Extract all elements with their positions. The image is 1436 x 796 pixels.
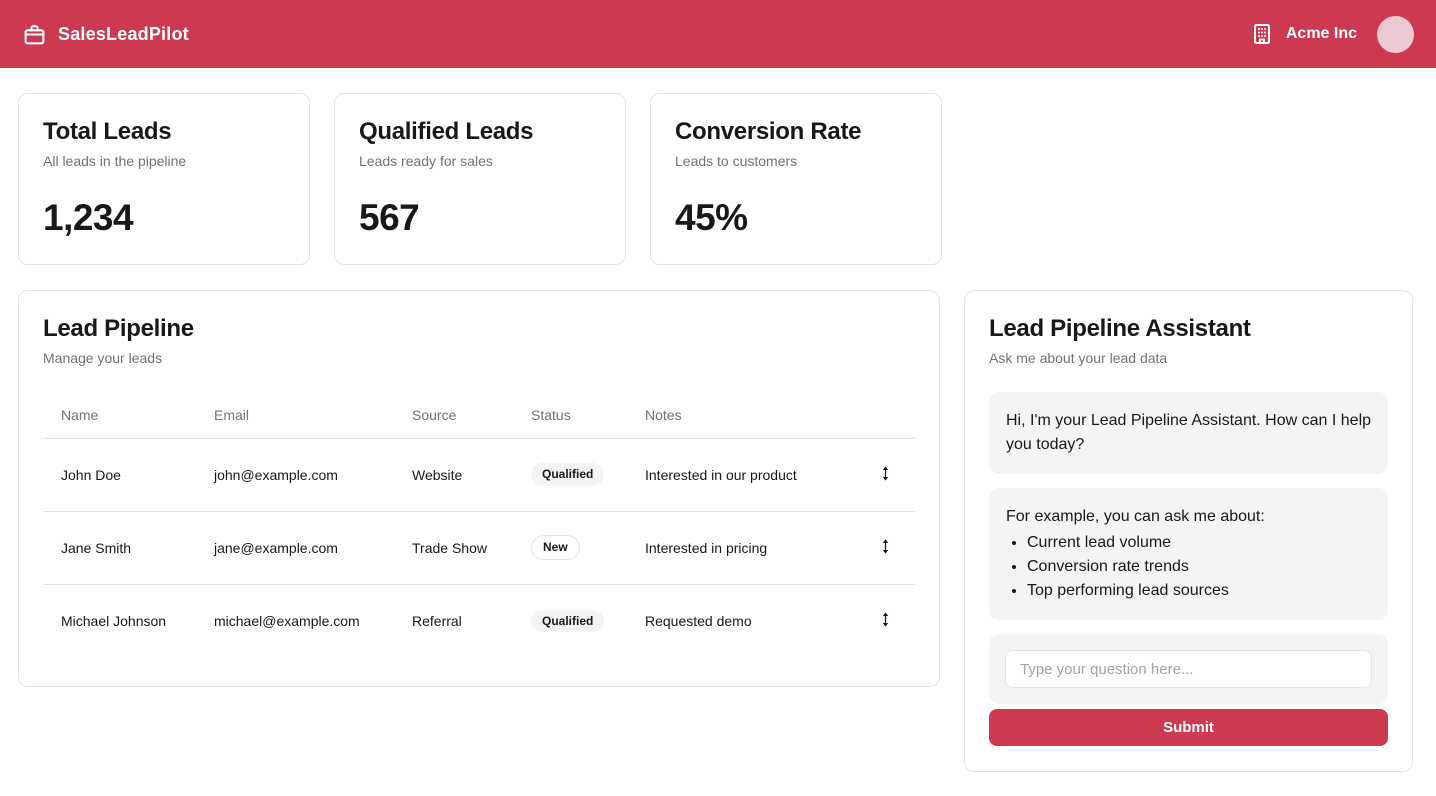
lead-notes: Interested in pricing — [627, 511, 859, 585]
brand: SalesLeadPilot — [22, 22, 189, 47]
stat-subtitle: All leads in the pipeline — [43, 153, 187, 169]
assistant-message: Hi, I'm your Lead Pipeline Assistant. Ho… — [989, 392, 1388, 474]
table-header-row: Name Email Source Status Notes — [43, 392, 915, 439]
stat-subtitle: Leads to customers — [675, 153, 798, 169]
status-badge: Qualified — [531, 463, 605, 486]
lead-source: Website — [394, 438, 513, 512]
table-row: John Doe john@example.com Website Qualif… — [43, 438, 915, 512]
pipeline-title: Lead Pipeline — [43, 315, 194, 342]
header-right: Acme Inc — [1250, 15, 1414, 53]
submit-button[interactable]: Submit — [989, 709, 1388, 746]
suggestion-item: Top performing lead sources — [1027, 579, 1371, 603]
lead-pipeline-card: Lead Pipeline Manage your leads Name Ema… — [18, 290, 940, 687]
assistant-message-text: For example, you can ask me about: — [1006, 508, 1265, 525]
lead-source: Trade Show — [394, 511, 513, 585]
stat-card-conversion-rate: Conversion Rate Leads to customers 45% — [650, 93, 942, 265]
status-badge: New — [531, 535, 580, 560]
stat-value: 567 — [359, 197, 420, 238]
assistant-subtitle: Ask me about your lead data — [989, 350, 1168, 366]
stat-value: 45% — [675, 197, 748, 238]
suggestion-item: Conversion rate trends — [1027, 555, 1371, 579]
lead-notes: Interested in our product — [627, 438, 859, 512]
stat-title: Conversion Rate — [675, 118, 862, 145]
column-header-actions — [859, 392, 915, 439]
assistant-title: Lead Pipeline Assistant — [989, 315, 1251, 342]
suggestion-list: Current lead volume Conversion rate tren… — [1027, 531, 1371, 603]
assistant-message: For example, you can ask me about: Curre… — [989, 488, 1388, 620]
lead-source: Referral — [412, 612, 462, 629]
stat-card-qualified-leads: Qualified Leads Leads ready for sales 56… — [334, 93, 626, 265]
stat-title: Qualified Leads — [359, 118, 534, 145]
table-row: Michael Johnson michael@example.com Refe… — [43, 584, 915, 657]
stats-row: Total Leads All leads in the pipeline 1,… — [18, 93, 1413, 265]
leads-table: Name Email Source Status Notes John Doe … — [43, 392, 915, 657]
lead-name: John Doe — [43, 438, 196, 512]
org-name: Acme Inc — [1285, 25, 1357, 42]
lead-name: Jane Smith — [43, 511, 196, 585]
app-header: SalesLeadPilot Acme Inc — [0, 0, 1436, 68]
column-header-status: Status — [513, 392, 627, 439]
stat-subtitle: Leads ready for sales — [359, 153, 493, 169]
avatar[interactable] — [1377, 15, 1414, 53]
move-vertical-icon[interactable] — [877, 611, 894, 628]
suggestion-item: Current lead volume — [1027, 531, 1371, 555]
building-icon — [1250, 22, 1274, 46]
assistant-card: Lead Pipeline Assistant Ask me about you… — [964, 290, 1413, 772]
question-input-container — [989, 634, 1388, 704]
stat-value: 1,234 — [43, 197, 134, 238]
column-header-notes: Notes — [627, 392, 859, 439]
move-vertical-icon[interactable] — [877, 465, 894, 482]
pipeline-subtitle: Manage your leads — [43, 350, 163, 366]
lead-notes: Requested demo — [645, 612, 752, 629]
chat-messages: Hi, I'm your Lead Pipeline Assistant. Ho… — [989, 392, 1388, 620]
table-row: Jane Smith jane@example.com Trade Show N… — [43, 511, 915, 585]
lead-email: michael@example.com — [214, 612, 360, 629]
stat-card-total-leads: Total Leads All leads in the pipeline 1,… — [18, 93, 310, 265]
lead-email: jane@example.com — [196, 511, 394, 585]
status-badge: Qualified — [531, 609, 605, 632]
lead-email: john@example.com — [196, 438, 394, 512]
column-header-name: Name — [43, 392, 196, 439]
app-title: SalesLeadPilot — [58, 23, 189, 44]
column-header-email: Email — [196, 392, 394, 439]
lead-name: Michael Johnson — [61, 612, 167, 629]
stat-title: Total Leads — [43, 118, 172, 145]
page-content: Total Leads All leads in the pipeline 1,… — [0, 68, 1436, 796]
move-vertical-icon[interactable] — [877, 538, 894, 555]
question-input[interactable] — [1005, 650, 1372, 688]
main-row: Lead Pipeline Manage your leads Name Ema… — [18, 290, 1413, 772]
column-header-source: Source — [394, 392, 513, 439]
briefcase-icon — [22, 22, 47, 47]
assistant-message-text: Hi, I'm your Lead Pipeline Assistant. Ho… — [1006, 412, 1372, 453]
